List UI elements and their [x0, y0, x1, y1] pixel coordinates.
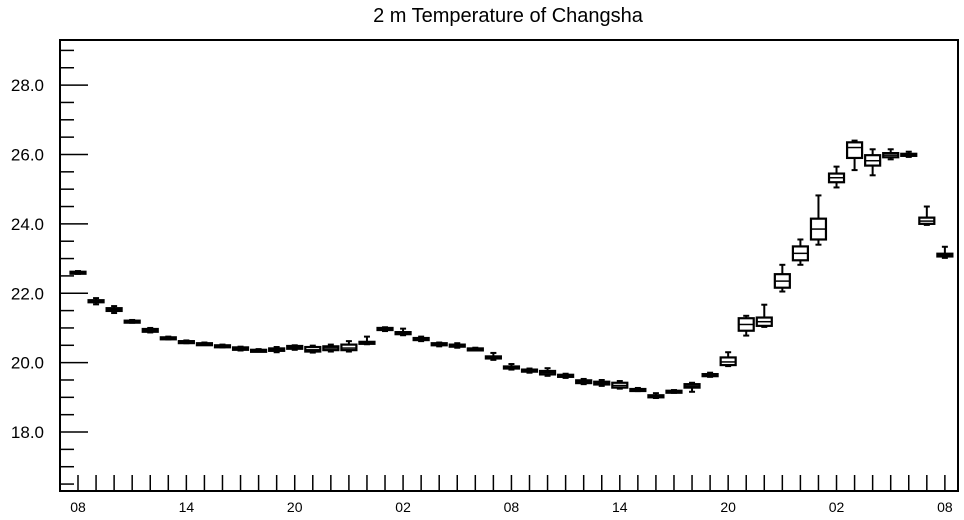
y-tick-label: 22.0	[11, 284, 44, 303]
box-plot	[286, 344, 304, 351]
box-plot	[394, 327, 412, 337]
y-tick-label: 24.0	[11, 215, 44, 234]
box-plot	[340, 340, 358, 353]
y-tick-label: 28.0	[11, 76, 44, 95]
y-tick-label: 18.0	[11, 423, 44, 442]
box-plot	[376, 326, 394, 333]
box-plot	[448, 342, 466, 349]
box-plot	[918, 205, 936, 226]
box-plot	[593, 378, 611, 387]
box-plot	[809, 194, 828, 246]
box-plot	[791, 238, 810, 266]
box-plot	[502, 363, 521, 371]
box-plot	[322, 343, 340, 353]
box-plot	[520, 367, 539, 374]
box-series	[69, 139, 954, 400]
box-plot	[864, 148, 882, 177]
box-plot	[683, 381, 701, 393]
box-plot	[755, 303, 773, 328]
box-plot	[250, 348, 268, 353]
y-tick-label: 20.0	[11, 354, 44, 373]
box-plot	[665, 389, 683, 394]
box-plot	[177, 339, 195, 345]
box-plot	[882, 148, 900, 161]
x-tick-label: 14	[179, 499, 195, 515]
box-plot	[701, 371, 719, 378]
box	[845, 141, 864, 160]
x-tick-label: 20	[287, 499, 303, 515]
box-plot	[412, 335, 430, 343]
x-tick-label: 20	[720, 499, 736, 515]
box-plot	[268, 346, 286, 354]
box-plot	[557, 372, 575, 379]
box-plot	[575, 377, 593, 386]
box-plot	[159, 335, 177, 341]
box-plot	[195, 341, 214, 347]
box-plot	[304, 344, 322, 354]
box-plot	[466, 346, 484, 352]
box-plot	[773, 263, 791, 293]
box-plot	[900, 150, 918, 158]
box-plot	[737, 314, 755, 337]
box-plot	[611, 380, 629, 390]
x-axis: 08 14 20 02 08 14 20 02 08	[70, 475, 953, 515]
box-plot	[213, 343, 232, 349]
box-plot	[538, 367, 557, 377]
box-plot	[87, 297, 105, 306]
x-tick-label: 02	[395, 499, 411, 515]
box-plot	[827, 165, 846, 189]
box-plot	[647, 392, 665, 400]
box-plot	[430, 341, 448, 348]
box-plot	[936, 245, 954, 259]
box-plot	[484, 351, 502, 361]
x-tick-label: 02	[829, 499, 845, 515]
x-tick-label: 14	[612, 499, 628, 515]
y-tick-label: 26.0	[11, 145, 44, 164]
box-plot	[719, 351, 737, 368]
box-plot	[358, 335, 376, 346]
box-plot	[69, 270, 87, 275]
box-plot	[123, 318, 141, 324]
box-plot	[105, 305, 123, 315]
box-plot	[845, 139, 864, 172]
box-plot	[231, 345, 250, 352]
x-tick-label: 08	[937, 499, 953, 515]
chart-title: 2 m Temperature of Changsha	[373, 5, 644, 27]
plot-frame	[59, 39, 959, 492]
x-tick-label: 08	[504, 499, 520, 515]
x-tick-label: 08	[70, 499, 86, 515]
y-axis: 18.0 20.0 22.0 24.0 26.0 28.0	[11, 49, 88, 485]
box-plot	[141, 326, 159, 334]
box-plot	[629, 386, 647, 393]
